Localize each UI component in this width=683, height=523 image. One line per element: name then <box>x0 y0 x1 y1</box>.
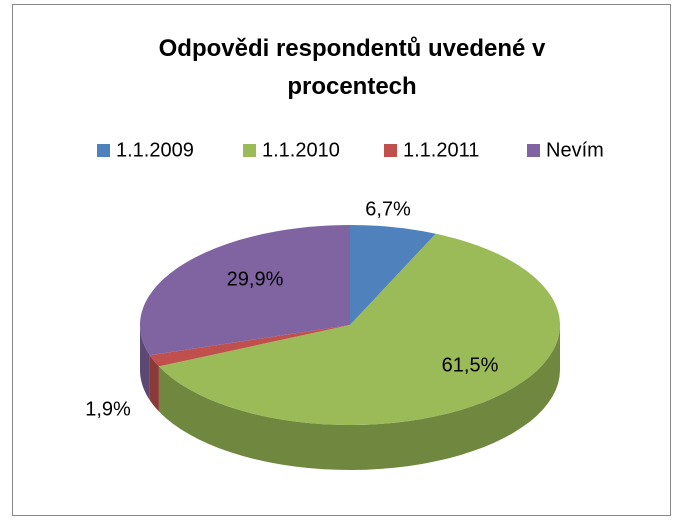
slice <box>140 225 350 356</box>
data-label: 6,7% <box>365 198 411 220</box>
data-label: 61,5% <box>442 354 499 376</box>
legend-swatch <box>527 144 540 157</box>
legend-swatch <box>384 144 397 157</box>
slice-side <box>158 325 560 470</box>
pie-tops <box>140 225 560 425</box>
legend-label: 1.1.2009 <box>116 139 194 161</box>
slice <box>158 233 560 425</box>
slice-side <box>140 325 150 401</box>
pie-sides <box>140 325 560 470</box>
legend-swatch <box>243 144 256 157</box>
data-label: 1,9% <box>85 398 131 420</box>
chart-title: Odpovědi respondentů uvedené v procentech <box>159 35 546 100</box>
legend-label: 1.1.2010 <box>262 139 340 161</box>
legend-label: 1.1.2011 <box>403 139 479 161</box>
legend-label: Nevím <box>546 139 604 161</box>
data-label: 29,9% <box>227 268 284 290</box>
slice-side <box>149 355 159 412</box>
slice <box>350 225 436 325</box>
legend-swatch <box>97 144 110 157</box>
slice <box>149 325 350 367</box>
